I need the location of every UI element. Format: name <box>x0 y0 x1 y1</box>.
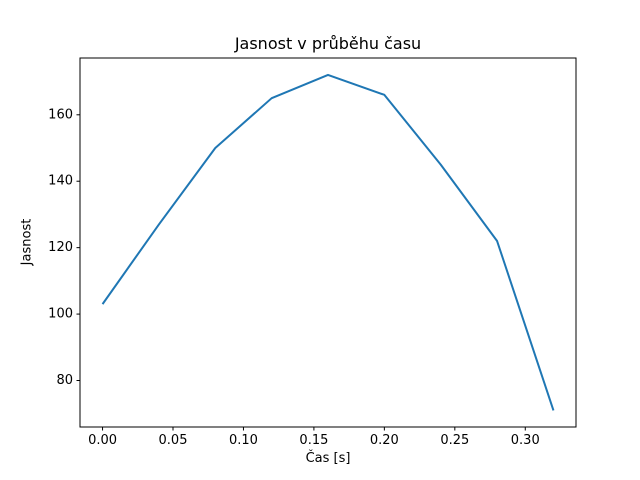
x-tick-label: 0.15 <box>299 433 328 448</box>
x-axis-label: Čas [s] <box>305 451 351 466</box>
y-tick-label: 100 <box>48 307 73 322</box>
x-tick-label: 0.30 <box>511 433 540 448</box>
x-tick-label: 0.10 <box>229 433 258 448</box>
data-line <box>101 73 555 411</box>
y-tick-label: 80 <box>56 373 73 388</box>
x-tick-label: 0.05 <box>159 433 188 448</box>
plot-border <box>79 57 577 428</box>
y-tick-label: 140 <box>48 174 73 189</box>
x-tick-label: 0.25 <box>440 433 469 448</box>
chart-title: Jasnost v průběhu času <box>234 34 422 53</box>
y-tick-label: 160 <box>48 107 73 122</box>
x-tick-label: 0.00 <box>88 433 117 448</box>
y-tick-label: 120 <box>48 240 73 255</box>
x-tick-label: 0.20 <box>370 433 399 448</box>
